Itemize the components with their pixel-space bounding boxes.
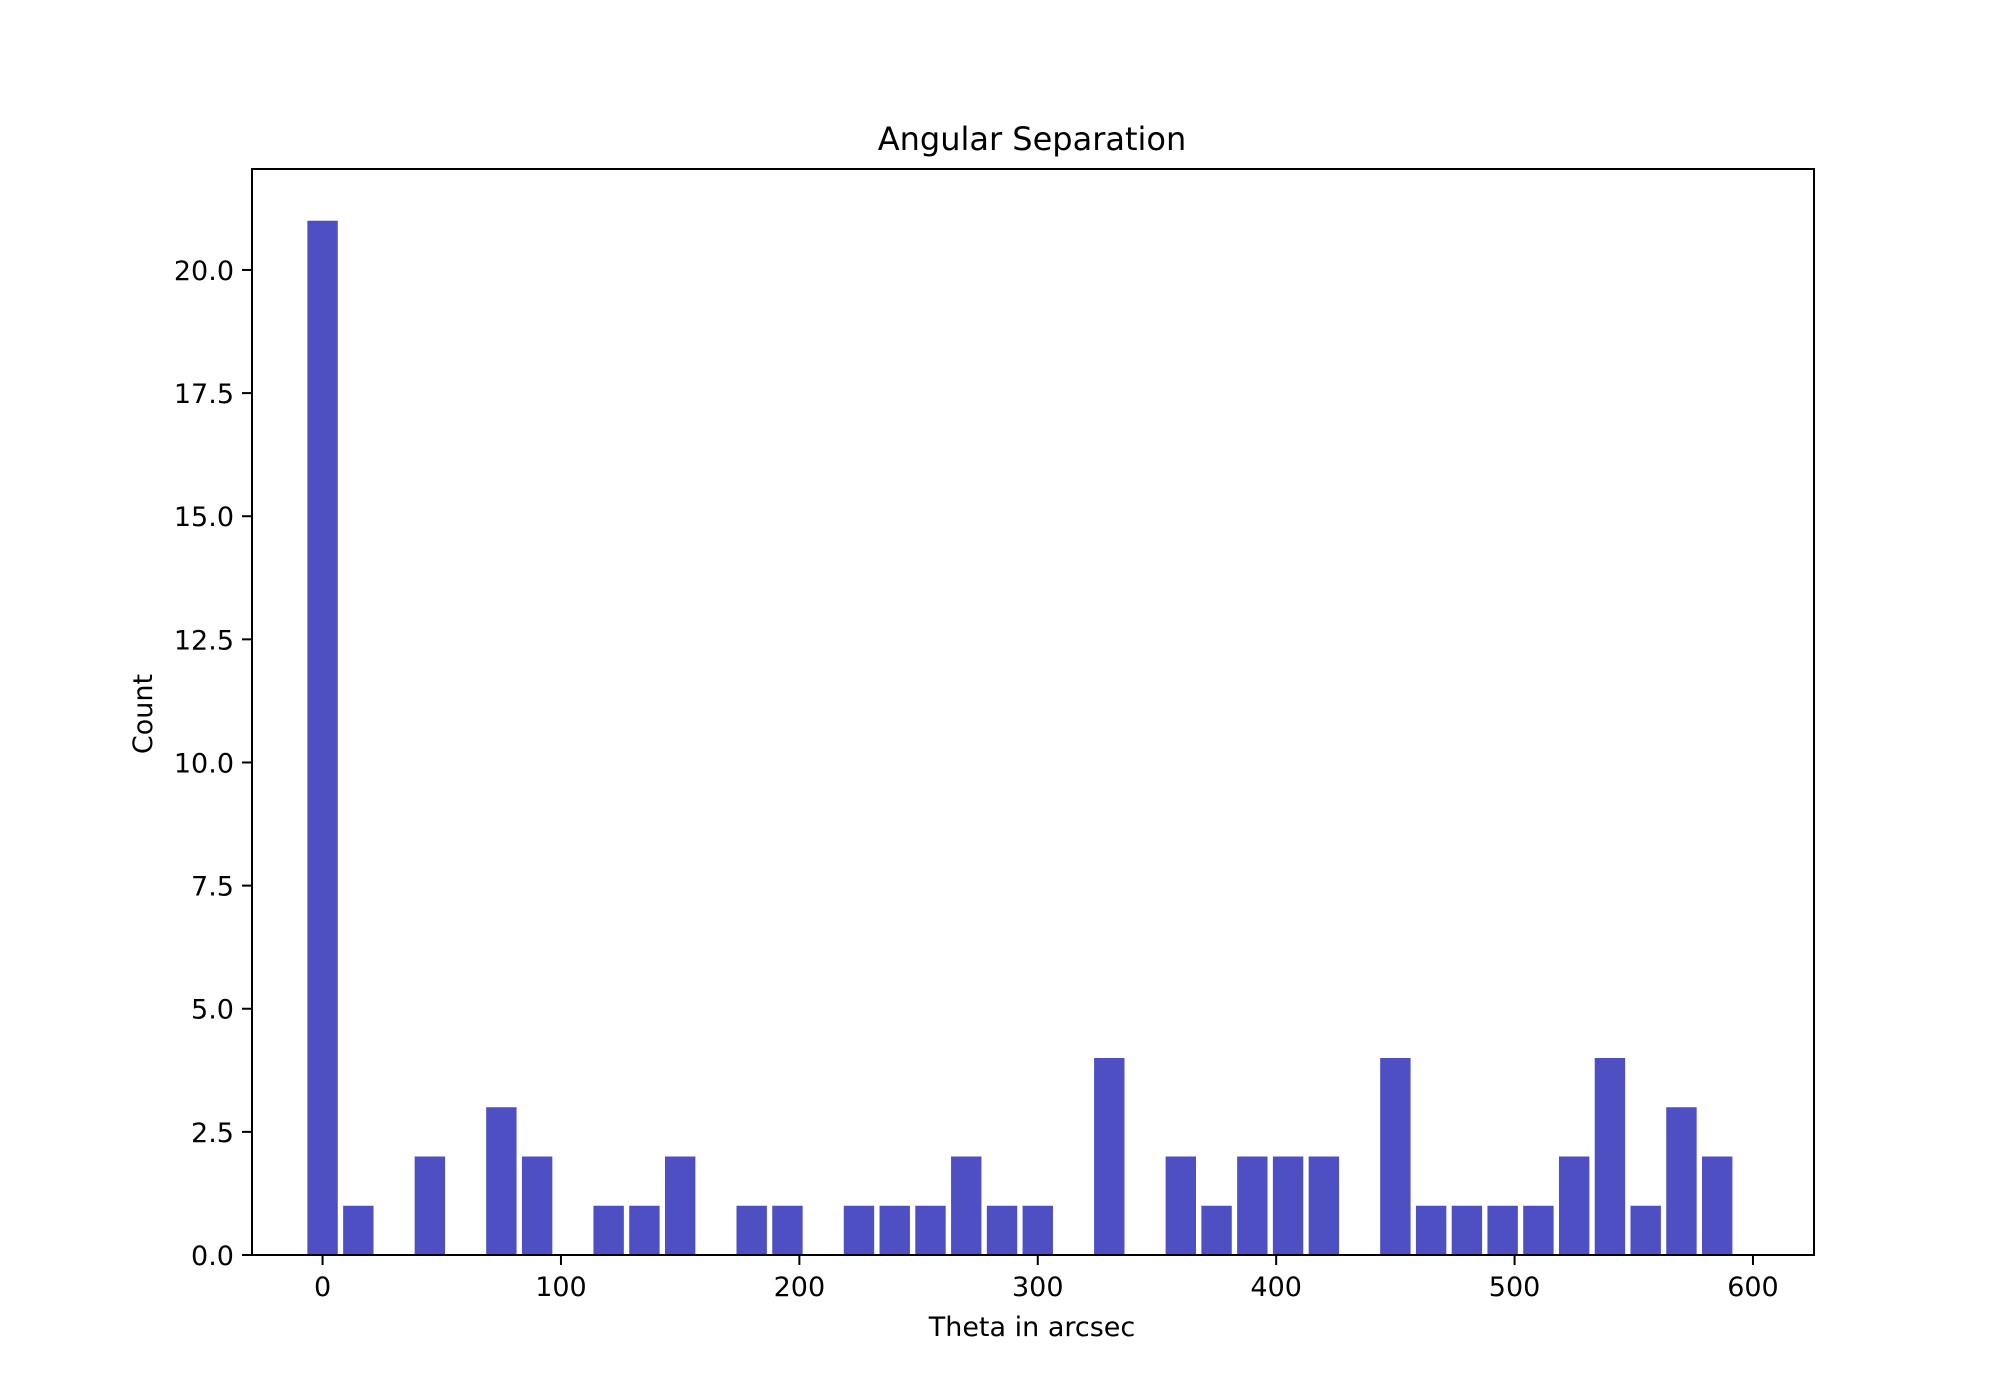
x-tick-label: 500 [1489, 1272, 1541, 1303]
bar [1308, 1156, 1340, 1255]
y-tick-label: 0.0 [191, 1241, 234, 1272]
bar [843, 1205, 875, 1255]
bar [307, 220, 338, 1256]
y-tick-label: 7.5 [191, 872, 234, 903]
bar [1415, 1205, 1447, 1255]
bars-group [307, 220, 1733, 1256]
bar [1272, 1156, 1304, 1255]
x-tick-label: 200 [774, 1272, 826, 1303]
y-tick-label: 5.0 [191, 995, 234, 1026]
bar [951, 1156, 982, 1255]
bar [1237, 1156, 1268, 1255]
y-tick-label: 10.0 [174, 748, 234, 779]
x-axis-ticks: 0 100 200 300 400 500 600 [314, 1255, 1779, 1303]
bar [915, 1205, 946, 1255]
bar [1380, 1057, 1411, 1255]
y-axis-label: Count [128, 674, 159, 754]
bar [343, 1205, 374, 1255]
x-axis-label: Theta in arcsec [928, 1312, 1136, 1343]
x-tick-label: 600 [1727, 1272, 1779, 1303]
bar [1022, 1205, 1053, 1255]
x-tick-label: 100 [535, 1272, 587, 1303]
x-tick-label: 300 [1012, 1272, 1064, 1303]
x-tick-label: 0 [314, 1272, 331, 1303]
bar [736, 1205, 767, 1255]
y-tick-label: 20.0 [174, 256, 234, 287]
bar [1451, 1205, 1483, 1255]
bar [1201, 1205, 1232, 1255]
bar [521, 1156, 553, 1255]
bar [1094, 1057, 1125, 1255]
bar [1630, 1205, 1661, 1255]
bar [1702, 1156, 1733, 1255]
bar [664, 1156, 696, 1255]
bar [986, 1205, 1018, 1255]
bar [593, 1205, 624, 1255]
plot-area-frame [251, 168, 1815, 1256]
chart-title: Angular Separation [878, 120, 1187, 158]
bar [1594, 1057, 1626, 1255]
bar [1666, 1107, 1697, 1255]
x-tick-label: 400 [1250, 1272, 1302, 1303]
bar [879, 1205, 910, 1255]
bar [772, 1205, 803, 1255]
bar [1487, 1205, 1518, 1255]
y-tick-label: 2.5 [191, 1118, 234, 1149]
bar [486, 1107, 517, 1255]
y-tick-label: 12.5 [174, 625, 234, 656]
bar [629, 1205, 660, 1255]
bar [414, 1156, 446, 1255]
bar [1523, 1205, 1554, 1255]
bar [1558, 1156, 1590, 1255]
y-tick-label: 17.5 [174, 379, 234, 410]
bar [1165, 1156, 1197, 1255]
y-tick-label: 15.0 [174, 502, 234, 533]
y-axis-ticks: 0.0 2.5 5.0 7.5 10.0 12.5 15.0 17.5 20.0 [174, 256, 252, 1272]
